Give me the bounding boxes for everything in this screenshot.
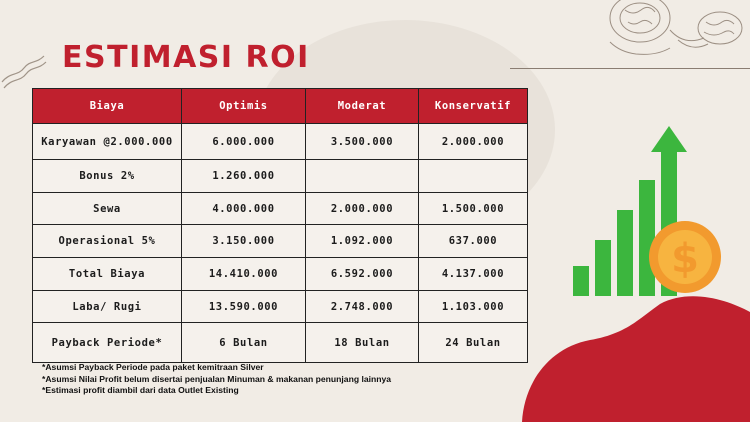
dollar-coin-icon: $ xyxy=(649,221,721,293)
cell-moderat: 3.500.000 xyxy=(305,123,419,160)
cell-moderat: 6.592.000 xyxy=(305,257,419,291)
cell-moderat: 18 Bulan xyxy=(305,322,419,363)
divider-line xyxy=(510,68,750,69)
row-label: Payback Periode* xyxy=(32,322,182,363)
cell-optimis: 3.150.000 xyxy=(181,224,306,258)
cell-konservatif: 1.103.000 xyxy=(418,290,528,323)
roi-table: Biaya Optimis Moderat Konservatif Karyaw… xyxy=(32,88,528,363)
page-title: ESTIMASI ROI xyxy=(62,40,310,75)
row-label: Karyawan @2.000.000 xyxy=(32,123,182,160)
cell-optimis: 14.410.000 xyxy=(181,257,306,291)
table-row: Total Biaya 14.410.000 6.592.000 4.137.0… xyxy=(32,257,528,291)
cell-optimis: 1.260.000 xyxy=(181,159,306,193)
footnotes: *Asumsi Payback Periode pada paket kemit… xyxy=(42,362,391,397)
cell-konservatif: 2.000.000 xyxy=(418,123,528,160)
growth-chart-icon: $ xyxy=(573,126,721,296)
cell-konservatif: 1.500.000 xyxy=(418,192,528,225)
footnote: *Estimasi profit diambil dari data Outle… xyxy=(42,385,239,395)
table-header-row: Biaya Optimis Moderat Konservatif xyxy=(32,88,528,124)
cell-konservatif: 637.000 xyxy=(418,224,528,258)
cell-moderat: 2.000.000 xyxy=(305,192,419,225)
header-biaya: Biaya xyxy=(32,88,182,124)
header-moderat: Moderat xyxy=(305,88,419,124)
row-label: Sewa xyxy=(32,192,182,225)
footnote: *Asumsi Nilai Profit belum disertai penj… xyxy=(42,373,392,384)
row-label: Bonus 2% xyxy=(32,159,182,193)
cell-moderat: 2.748.000 xyxy=(305,290,419,323)
table-row: Payback Periode* 6 Bulan 18 Bulan 24 Bul… xyxy=(32,322,528,363)
row-label: Laba/ Rugi xyxy=(32,290,182,323)
table-row: Bonus 2% 1.260.000 xyxy=(32,159,528,193)
table-row: Sewa 4.000.000 2.000.000 1.500.000 xyxy=(32,192,528,225)
cell-konservatif: 24 Bulan xyxy=(418,322,528,363)
header-optimis: Optimis xyxy=(181,88,306,124)
cell-optimis: 13.590.000 xyxy=(181,290,306,323)
squiggle-icon xyxy=(1,55,47,89)
svg-text:$: $ xyxy=(671,236,699,282)
cell-optimis: 6.000.000 xyxy=(181,123,306,160)
row-label: Total Biaya xyxy=(32,257,182,291)
header-konservatif: Konservatif xyxy=(418,88,528,124)
food-sketch-icon xyxy=(609,0,743,55)
cell-konservatif xyxy=(418,159,528,193)
cell-optimis: 6 Bulan xyxy=(181,322,306,363)
cell-optimis: 4.000.000 xyxy=(181,192,306,225)
cell-moderat xyxy=(305,159,419,193)
table-row: Laba/ Rugi 13.590.000 2.748.000 1.103.00… xyxy=(32,290,528,323)
cell-moderat: 1.092.000 xyxy=(305,224,419,258)
cell-konservatif: 4.137.000 xyxy=(418,257,528,291)
row-label: Operasional 5% xyxy=(32,224,182,258)
footnote: *Asumsi Payback Periode pada paket kemit… xyxy=(42,362,264,372)
table-row: Operasional 5% 3.150.000 1.092.000 637.0… xyxy=(32,224,528,258)
table-row: Karyawan @2.000.000 6.000.000 3.500.000 … xyxy=(32,123,528,160)
